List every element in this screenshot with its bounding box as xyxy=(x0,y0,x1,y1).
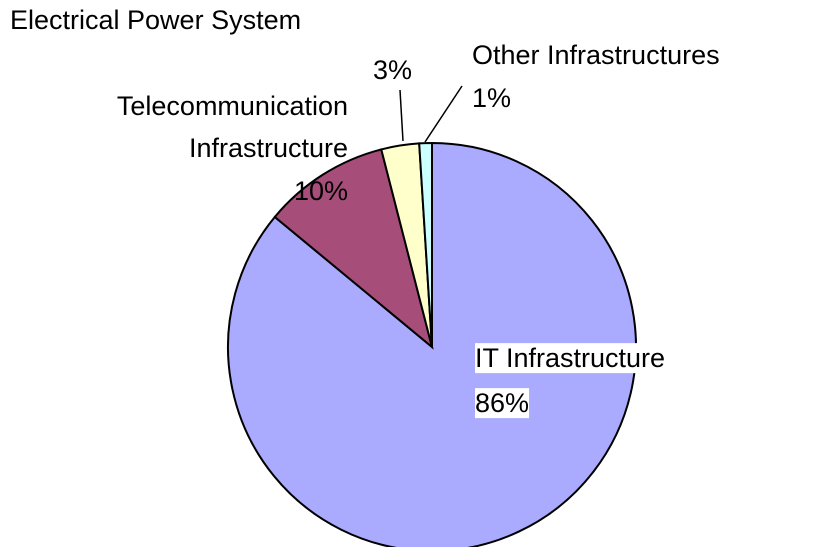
slice-label: IT Infrastructure xyxy=(475,343,665,373)
slice-label: Electrical Power System xyxy=(10,5,301,35)
leader-line xyxy=(399,89,404,142)
slice-value-label: 86% xyxy=(475,388,529,418)
label-background xyxy=(475,343,666,374)
slice-value-label: 10% xyxy=(294,176,348,206)
pie xyxy=(227,141,637,547)
slice-label: Telecommunication Infrastructure xyxy=(117,91,348,163)
slice-label: Other Infrastructures xyxy=(472,40,720,70)
leader-line xyxy=(424,85,463,143)
label-background xyxy=(475,388,530,419)
pie-slice xyxy=(418,141,433,348)
pie-slice xyxy=(273,148,434,350)
labels: IT Infrastructure 86% Telecommunication Inf… xyxy=(10,5,720,419)
slice-value-label: 3% xyxy=(373,55,412,85)
slice-value-label: 1% xyxy=(472,83,511,113)
